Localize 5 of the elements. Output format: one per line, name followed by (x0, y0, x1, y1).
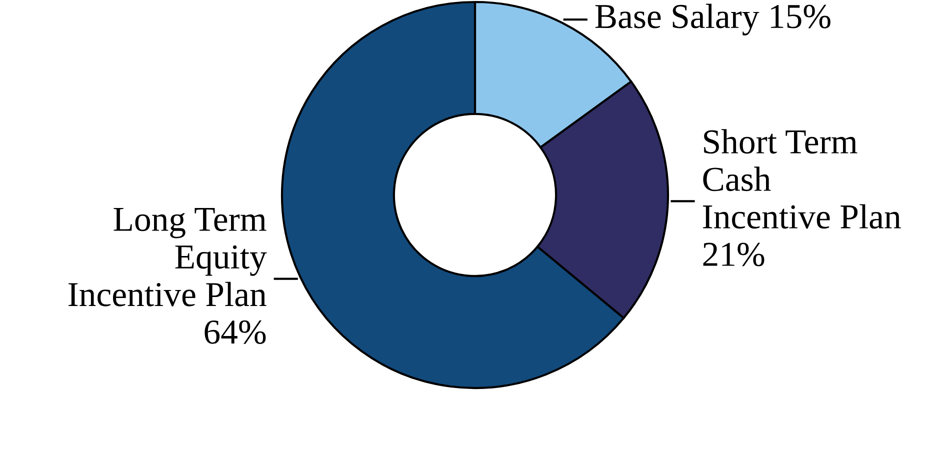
data-label: 21% (703, 242, 764, 266)
slice-label: Base Salary 15% (595, 4, 830, 36)
slice-label: Long Term Equity Incentive Plan (68, 208, 267, 306)
slice-label: Short Term Cash Incentive Plan (703, 129, 901, 229)
data-label: 64% (204, 320, 266, 344)
